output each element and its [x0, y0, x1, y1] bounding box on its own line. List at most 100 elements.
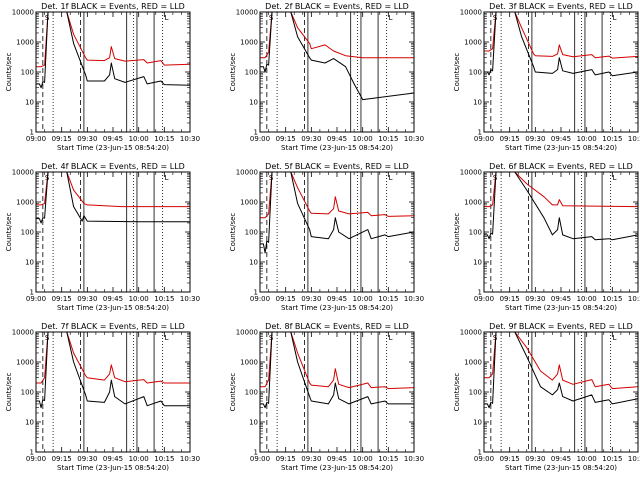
plot-frame — [259, 11, 415, 133]
x-tick-label: 09:45 — [103, 295, 123, 303]
events-series-line — [484, 332, 638, 409]
y-axis-label: Counts/sec — [229, 213, 237, 252]
x-tick-label: 09:30 — [77, 455, 97, 463]
y-tick-label: 1000 — [464, 39, 482, 47]
y-tick-label: 1 — [254, 129, 258, 137]
chart-title: Det. 3f BLACK = Events, RED = LLD — [489, 2, 633, 11]
x-tick-label: 09:15 — [500, 135, 520, 143]
chart-panel: Det. 6f BLACK = Events, RED = LLD Counts/… — [453, 162, 640, 312]
x-tick-label: 10:30 — [628, 295, 640, 303]
y-tick-label: 1 — [30, 449, 34, 457]
x-tick-label: 09:15 — [52, 455, 72, 463]
y-tick-label: 1 — [478, 449, 482, 457]
y-tick-label: 1000 — [240, 199, 258, 207]
y-tick-label: 1 — [254, 449, 258, 457]
y-tick-label: 10000 — [460, 9, 482, 17]
y-axis-label: Counts/sec — [453, 373, 461, 412]
y-tick-label: 100 — [469, 389, 482, 397]
x-tick-label: 10:00 — [577, 455, 597, 463]
y-tick-label: 10 — [249, 419, 258, 427]
x-tick-label: 09:30 — [77, 135, 97, 143]
y-tick-label: 100 — [245, 69, 258, 77]
x-axis-label: Start Time (23-Jun-15 08:54:20) — [57, 304, 169, 312]
x-tick-label: 10:30 — [404, 135, 424, 143]
x-axis-label: Start Time (23-Jun-15 08:54:20) — [505, 144, 617, 152]
x-axis-label: Start Time (23-Jun-15 08:54:20) — [57, 144, 169, 152]
x-tick-label: 09:45 — [551, 295, 571, 303]
y-axis-label: Counts/sec — [5, 373, 13, 412]
x-tick-label: 09:00 — [26, 295, 46, 303]
x-tick-label: 10:15 — [154, 295, 174, 303]
plot-frame — [259, 171, 415, 293]
y-tick-label: 10 — [473, 99, 482, 107]
y-tick-label: 1000 — [16, 39, 34, 47]
y-tick-label: 1000 — [240, 39, 258, 47]
x-tick-label: 09:30 — [525, 455, 545, 463]
chart-title: Det. 5f BLACK = Events, RED = LLD — [265, 162, 409, 171]
y-tick-label: 100 — [21, 229, 34, 237]
x-tick-label: 09:45 — [551, 455, 571, 463]
y-tick-label: 1000 — [464, 199, 482, 207]
y-tick-label: 10000 — [236, 329, 258, 337]
y-tick-label: 100 — [245, 389, 258, 397]
x-axis-label: Start Time (23-Jun-15 08:54:20) — [281, 304, 393, 312]
x-tick-label: 10:15 — [602, 295, 622, 303]
flag-label: L — [165, 14, 169, 22]
x-tick-label: 09:30 — [77, 295, 97, 303]
flag-label: L — [165, 334, 169, 342]
y-axis-label: Counts/sec — [5, 213, 13, 252]
y-tick-label: 10000 — [12, 9, 34, 17]
x-tick-label: 09:00 — [250, 135, 270, 143]
x-axis-label: Start Time (23-Jun-15 08:54:20) — [505, 464, 617, 472]
events-series-line — [260, 172, 414, 254]
x-tick-label: 09:45 — [103, 455, 123, 463]
plot-frame — [35, 11, 191, 133]
y-tick-label: 100 — [469, 229, 482, 237]
y-tick-label: 10 — [249, 259, 258, 267]
y-tick-label: 10 — [25, 419, 34, 427]
y-tick-label: 1000 — [240, 359, 258, 367]
chart-title: Det. 6f BLACK = Events, RED = LLD — [489, 162, 633, 171]
y-tick-label: 1 — [478, 289, 482, 297]
x-tick-label: 10:00 — [353, 135, 373, 143]
x-tick-label: 10:30 — [404, 455, 424, 463]
chart-panel: Det. 9f BLACK = Events, RED = LLD Counts/… — [453, 322, 640, 472]
y-axis-label: Counts/sec — [453, 213, 461, 252]
chart-title: Det. 9f BLACK = Events, RED = LLD — [489, 322, 633, 331]
x-tick-label: 09:30 — [525, 135, 545, 143]
y-tick-label: 100 — [245, 229, 258, 237]
x-tick-label: 10:30 — [628, 135, 640, 143]
flag-label: L — [389, 174, 393, 182]
x-tick-label: 10:00 — [353, 295, 373, 303]
x-tick-label: 09:30 — [301, 295, 321, 303]
chart-panel: Det. 1f BLACK = Events, RED = LLD Counts/… — [5, 2, 200, 152]
chart-panel: Det. 3f BLACK = Events, RED = LLD Counts/… — [453, 2, 640, 152]
chart-title: Det. 2f BLACK = Events, RED = LLD — [265, 2, 409, 11]
x-axis-label: Start Time (23-Jun-15 08:54:20) — [57, 464, 169, 472]
lld-series-line — [260, 12, 414, 59]
x-tick-label: 10:30 — [404, 295, 424, 303]
x-tick-label: 09:00 — [250, 295, 270, 303]
x-tick-label: 09:00 — [250, 455, 270, 463]
y-tick-label: 10 — [473, 419, 482, 427]
chart-title: Det. 7f BLACK = Events, RED = LLD — [41, 322, 185, 331]
x-tick-label: 10:00 — [577, 135, 597, 143]
y-tick-label: 100 — [21, 389, 34, 397]
x-axis-label: Start Time (23-Jun-15 08:54:20) — [281, 464, 393, 472]
lld-series-line — [484, 172, 638, 208]
chart-title: Det. 8f BLACK = Events, RED = LLD — [265, 322, 409, 331]
y-tick-label: 1000 — [16, 359, 34, 367]
y-tick-label: 10 — [25, 259, 34, 267]
x-tick-label: 09:00 — [26, 455, 46, 463]
x-tick-label: 10:15 — [378, 135, 398, 143]
x-tick-label: 10:30 — [180, 295, 200, 303]
x-tick-label: 09:30 — [301, 455, 321, 463]
events-series-line — [484, 172, 638, 241]
y-axis-label: Counts/sec — [453, 53, 461, 92]
plot-frame — [483, 11, 639, 133]
y-tick-label: 10000 — [460, 329, 482, 337]
y-tick-label: 10000 — [12, 169, 34, 177]
x-tick-label: 09:45 — [327, 135, 347, 143]
x-tick-label: 10:15 — [154, 135, 174, 143]
